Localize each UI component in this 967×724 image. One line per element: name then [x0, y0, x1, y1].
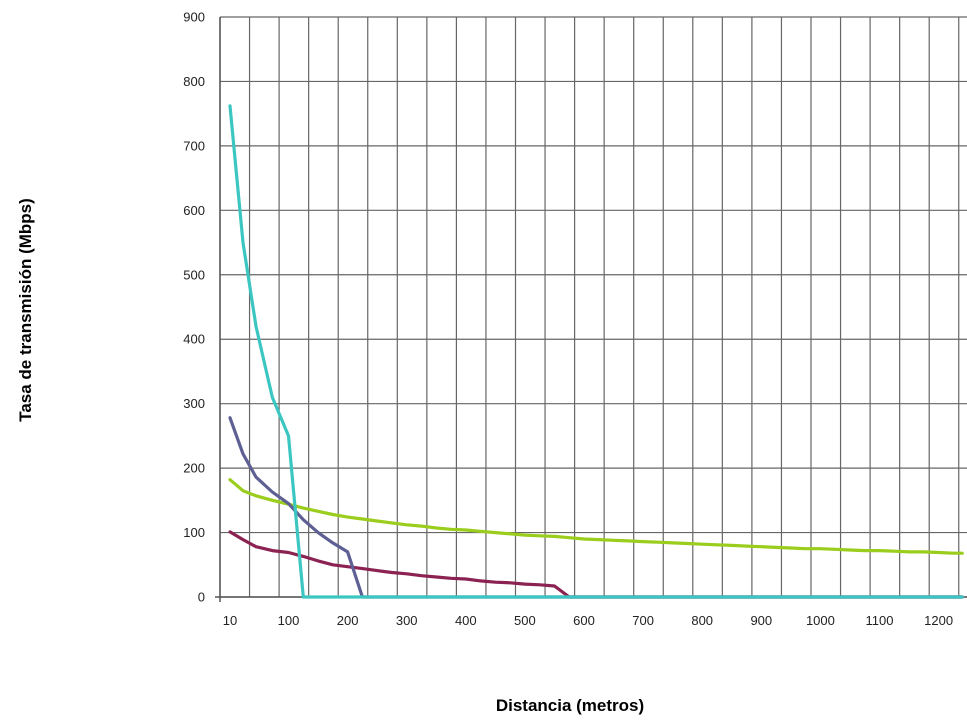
- x-axis-title: Distancia (metros): [496, 696, 644, 715]
- series-line-2: [228, 416, 964, 599]
- x-tick-label-5: 500: [514, 613, 536, 628]
- y-tick-label-0: 0: [198, 590, 205, 605]
- series-line-1: [228, 530, 964, 599]
- x-tick-label-6: 600: [573, 613, 595, 628]
- y-tick-label-2: 200: [183, 461, 205, 476]
- x-tick-label-0: 10: [223, 613, 237, 628]
- y-tick-label-9: 900: [183, 10, 205, 25]
- y-tick-label-8: 800: [183, 74, 205, 89]
- x-tick-label-4: 400: [455, 613, 477, 628]
- x-tick-label-8: 800: [691, 613, 713, 628]
- x-tick-label-7: 700: [632, 613, 654, 628]
- x-tick-label-9: 900: [750, 613, 772, 628]
- y-tick-label-6: 600: [183, 203, 205, 218]
- x-tick-label-12: 1200: [924, 613, 953, 628]
- x-tick-label-11: 1100: [866, 613, 894, 628]
- series-lines: [228, 104, 964, 599]
- x-tick-label-3: 300: [396, 613, 418, 628]
- x-tick-label-1: 100: [278, 613, 300, 628]
- y-tick-label-5: 500: [183, 267, 205, 282]
- y-tick-label-3: 300: [183, 396, 205, 411]
- y-tick-label-4: 400: [183, 332, 205, 347]
- y-tick-label-7: 700: [183, 138, 205, 153]
- series-line-0: [228, 478, 964, 555]
- x-axis-tick-labels: 10 100 200 300 400 500 600 700 800 900 1000 1100 120…: [223, 613, 953, 628]
- x-tick-label-10: 1000: [806, 613, 835, 628]
- y-axis-title: Tasa de transmisión (Mbps): [16, 198, 35, 422]
- y-axis-tick-labels: 0 100 200 300 400 500 600 700 800 900: [183, 10, 205, 605]
- x-tick-label-2: 200: [337, 613, 359, 628]
- series-line-3: [228, 104, 964, 599]
- y-tick-label-1: 100: [183, 525, 205, 540]
